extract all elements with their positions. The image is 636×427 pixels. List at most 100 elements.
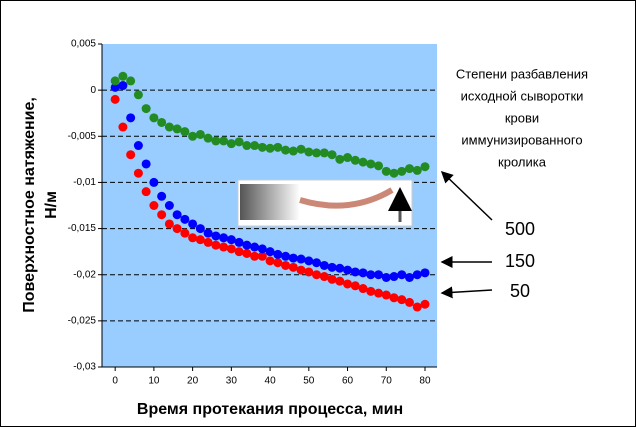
point — [126, 76, 136, 86]
point — [420, 268, 430, 278]
point — [219, 242, 229, 252]
note: исходной сыворотки — [461, 88, 584, 103]
point — [226, 139, 236, 149]
point — [250, 242, 260, 252]
note: иммунизированного — [461, 132, 582, 147]
point — [273, 249, 283, 259]
point — [312, 148, 322, 158]
point — [110, 94, 120, 104]
point — [195, 224, 205, 234]
point — [412, 302, 422, 312]
point — [242, 248, 252, 258]
note: крови — [505, 110, 539, 125]
x-tick-label: 60 — [342, 376, 354, 387]
point — [110, 76, 120, 86]
point — [343, 279, 353, 289]
point — [335, 154, 345, 164]
x-tick-label: 20 — [187, 376, 199, 387]
point — [366, 159, 376, 169]
point — [164, 219, 174, 229]
point — [257, 142, 267, 152]
x-tick-label: 70 — [381, 376, 393, 387]
point — [405, 272, 415, 282]
point — [296, 265, 306, 275]
point — [265, 143, 275, 153]
point — [250, 141, 260, 151]
y-tick-label: 0 — [90, 85, 96, 96]
point — [304, 147, 314, 157]
point — [157, 210, 167, 220]
y-tick-label: -0,02 — [73, 269, 96, 280]
y-tick-label: -0,01 — [73, 177, 96, 188]
point — [118, 81, 128, 91]
point — [350, 281, 360, 291]
point — [281, 251, 291, 261]
y-tick-label: -0,03 — [73, 362, 96, 373]
point — [397, 270, 407, 280]
point — [211, 240, 221, 250]
point — [304, 256, 314, 266]
point — [366, 286, 376, 296]
point — [288, 262, 298, 272]
point — [281, 145, 291, 155]
point — [327, 150, 337, 160]
point — [234, 247, 244, 257]
point — [288, 253, 298, 263]
point — [157, 117, 167, 127]
point — [312, 258, 322, 268]
x-tick-label: 40 — [265, 376, 277, 387]
point — [381, 166, 391, 176]
point — [319, 148, 329, 158]
point — [389, 293, 399, 303]
point — [149, 177, 159, 187]
point — [172, 210, 182, 220]
point — [335, 263, 345, 273]
point — [257, 251, 267, 261]
point — [133, 168, 143, 178]
point — [203, 133, 213, 143]
point — [250, 251, 260, 261]
point — [389, 168, 399, 178]
x-tick-label: 50 — [303, 376, 315, 387]
point — [397, 295, 407, 305]
y-tick-label: 0,005 — [71, 39, 96, 50]
point — [133, 141, 143, 151]
point — [118, 71, 128, 81]
point — [149, 113, 159, 123]
point — [141, 159, 151, 169]
point — [188, 131, 198, 141]
series-label: 50 — [510, 281, 530, 301]
point — [226, 235, 236, 245]
point — [273, 142, 283, 152]
point — [420, 162, 430, 172]
y-axis-label: Н/м — [43, 191, 60, 219]
point — [203, 237, 213, 247]
point — [257, 244, 267, 254]
point — [281, 260, 291, 270]
point — [304, 267, 314, 277]
point — [405, 297, 415, 307]
point — [157, 191, 167, 201]
point — [180, 214, 190, 224]
point — [358, 268, 368, 278]
point — [149, 201, 159, 210]
point — [234, 137, 244, 147]
point — [381, 272, 391, 282]
point — [350, 267, 360, 277]
point — [343, 265, 353, 275]
x-tick-label: 0 — [112, 376, 118, 387]
point — [219, 136, 229, 146]
point — [327, 274, 337, 284]
point — [265, 256, 275, 266]
y-axis-label: Поверхностное натяжение, — [21, 97, 38, 313]
x-tick-label: 80 — [419, 376, 431, 387]
point — [319, 260, 329, 270]
y-tick-label: -0,005 — [68, 131, 97, 142]
point — [188, 233, 198, 243]
point — [126, 113, 136, 123]
point — [343, 153, 353, 163]
point — [374, 161, 384, 171]
point — [412, 270, 422, 280]
point — [319, 272, 329, 282]
point — [296, 254, 306, 264]
